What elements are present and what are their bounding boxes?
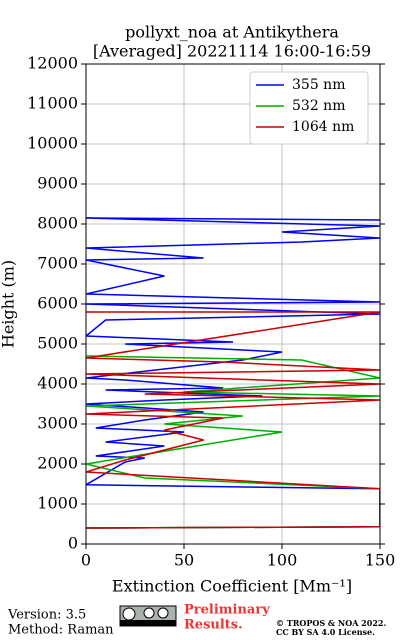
y-tick-label: 12000 [27,54,78,73]
license: CC BY SA 4.0 License. [276,627,375,637]
x-tick-label: 50 [174,551,194,570]
x-tick-label: 0 [81,551,91,570]
chart-subtitle: [Averaged] 20221114 16:00-16:59 [93,42,371,61]
y-tick-label: 8000 [37,214,78,233]
y-tick-label: 9000 [37,174,78,193]
y-tick-label: 11000 [27,94,78,113]
y-tick-label: 5000 [37,334,78,353]
profile-line [86,355,380,529]
plot-frame [85,63,381,545]
plot-lines [86,217,380,529]
version: Version: 3.5 [7,608,86,623]
y-tick-label: 7000 [37,254,78,273]
profile-line [86,217,380,529]
y-tick-label: 2000 [37,454,78,473]
legend-label: 532 nm [292,98,345,114]
y-tick-label: 0 [68,534,78,553]
legend-label: 355 nm [292,77,345,93]
y-tick-label: 4000 [37,374,78,393]
y-tick-label: 6000 [37,294,78,313]
y-tick-label: 10000 [27,134,78,153]
y-tick-label: 1000 [37,494,78,513]
x-tick-label: 150 [365,551,396,570]
preliminary-note: Preliminary [184,603,270,618]
y-axis-label: Height (m) [0,260,18,348]
cc-badge [119,605,177,627]
legend-label: 1064 nm [292,119,354,135]
method: Method: Raman [8,623,114,638]
copyright: © TROPOS & NOA 2022. [276,618,386,628]
chart-title: pollyxt_noa at Antikythera [125,23,339,42]
results-note: Results. [184,618,243,633]
y-tick-label: 3000 [37,414,78,433]
x-tick-label: 100 [267,551,298,570]
x-axis-label: Extinction Coefficient [Mm⁻¹] [112,577,352,596]
profile-line [86,311,380,529]
legend-box [249,71,369,145]
